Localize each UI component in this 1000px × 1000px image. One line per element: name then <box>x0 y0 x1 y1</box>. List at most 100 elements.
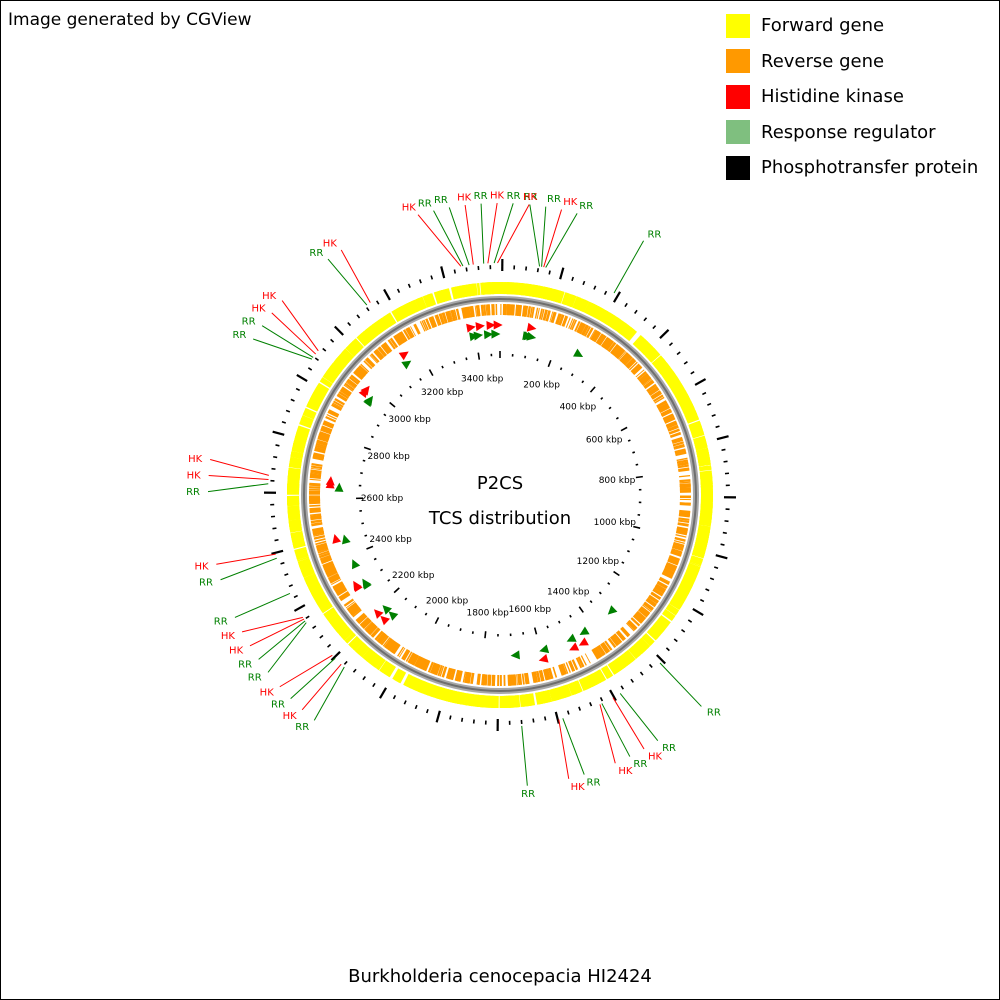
reverse-gene-stripe <box>679 479 691 483</box>
outer-mark <box>274 538 279 542</box>
forward-gene-stripe <box>697 531 710 536</box>
reverse-gene-stripe <box>327 573 339 580</box>
forward-gene-stripe <box>351 639 363 651</box>
outer-mark <box>599 697 604 702</box>
reverse-gene-stripe <box>637 372 647 380</box>
forward-gene-stripe <box>420 296 427 309</box>
reverse-gene-stripe <box>309 504 321 507</box>
outer-mark <box>290 398 295 402</box>
reverse-gene-stripe <box>320 427 332 434</box>
reverse-gene-stripe <box>316 439 328 445</box>
callout-line <box>234 592 291 618</box>
forward-gene-stripe <box>379 660 388 672</box>
reverse-gene-stripe <box>359 617 370 627</box>
legend-label: Response regulator <box>761 121 936 143</box>
reverse-gene-stripe <box>679 510 691 515</box>
forward-gene-stripe <box>348 636 358 646</box>
reverse-gene-stripe <box>551 311 557 324</box>
hk-label: HK <box>563 197 578 208</box>
reverse-gene-stripe <box>516 674 518 686</box>
forward-gene-stripe <box>676 393 689 402</box>
outer-mark <box>566 710 570 715</box>
minor-tick <box>361 522 365 525</box>
forward-gene-stripe <box>444 288 451 301</box>
reverse-gene-stripe <box>346 602 357 611</box>
callout-line <box>612 697 645 750</box>
reverse-gene-stripe <box>334 585 346 593</box>
reverse-gene-stripe <box>640 605 651 615</box>
reverse-gene-stripe <box>600 336 609 347</box>
tick-label: 400 kbp <box>560 402 597 412</box>
reverse-gene-stripe <box>659 406 671 414</box>
forward-gene-stripe <box>370 324 381 336</box>
reverse-gene-stripe <box>331 578 342 586</box>
forward-gene-stripe <box>406 675 416 689</box>
forward-gene-stripe <box>599 309 609 322</box>
outer-mark <box>723 460 728 463</box>
reverse-gene-stripe <box>507 674 511 686</box>
major-tick <box>533 627 538 635</box>
outer-mark <box>536 268 540 273</box>
reverse-gene-stripe <box>545 310 551 322</box>
forward-gene-stripe <box>295 432 308 441</box>
outer-mark <box>295 387 301 392</box>
reverse-gene-stripe <box>576 322 584 334</box>
reverse-gene-stripe <box>318 433 330 439</box>
tcs-feature-labels: RR RR HK RRRRRRRRHKRRHKRRHKRRRRHKRRHKRRRRHK… <box>186 191 721 801</box>
reverse-gene-stripe <box>321 425 333 432</box>
forward-gene-stripe <box>623 652 633 663</box>
reverse-gene-stripe <box>469 306 472 318</box>
forward-gene-stripe <box>291 537 305 543</box>
forward-gene-stripe <box>699 470 712 474</box>
callout-line <box>327 258 368 306</box>
forward-gene-stripe <box>557 686 564 700</box>
outer-mark <box>716 435 729 441</box>
reverse-gene-stripe <box>310 472 322 475</box>
reverse-gene-stripe <box>605 340 615 351</box>
outer-mark <box>453 269 457 274</box>
reverse-gene-stripe <box>349 605 360 615</box>
forward-gene-stripe <box>315 594 328 605</box>
reverse-gene-stripe <box>626 359 637 369</box>
reverse-gene-stripe <box>609 636 619 647</box>
callout-line <box>313 666 345 721</box>
callout-line <box>497 204 530 264</box>
reverse-gene-stripe <box>406 326 415 338</box>
reverse-gene-stripe <box>569 318 576 330</box>
reverse-gene-stripe <box>674 446 685 450</box>
reverse-gene-stripe <box>678 468 690 472</box>
reverse-gene-stripe <box>357 615 367 624</box>
minor-tick <box>414 605 418 609</box>
forward-gene-stripe <box>297 557 311 566</box>
reverse-gene-stripe <box>675 452 687 457</box>
rr-label: RR <box>248 673 262 684</box>
reverse-gene-stripe <box>463 671 469 683</box>
rr-arrow <box>473 331 484 341</box>
outer-mark <box>683 361 688 365</box>
forward-gene-stripe <box>351 338 364 351</box>
rr-label: RR <box>418 198 432 209</box>
forward-gene-stripe <box>692 432 705 439</box>
forward-gene-stripe <box>679 581 693 590</box>
reverse-gene-stripe <box>675 534 687 538</box>
reverse-gene-stripe <box>339 389 350 398</box>
forward-gene-stripe <box>315 385 328 395</box>
reverse-gene-stripe <box>429 316 436 328</box>
outer-mark <box>676 351 681 356</box>
outer-mark <box>687 619 693 623</box>
reverse-gene-stripe <box>335 586 347 595</box>
reverse-gene-stripe <box>469 306 474 318</box>
tick-label: 3400 kbp <box>461 374 504 384</box>
forward-gene-stripe <box>658 615 671 626</box>
forward-gene-stripe <box>680 400 693 410</box>
reverse-gene-stripe <box>677 463 689 467</box>
forward-gene-stripe <box>331 618 343 627</box>
forward-gene-stripe <box>356 335 367 347</box>
reverse-gene-stripe <box>437 665 443 677</box>
forward-gene-stripe <box>287 505 300 509</box>
reverse-gene-stripe <box>628 361 638 371</box>
forward-gene-stripe <box>565 684 572 697</box>
tick-label: 1600 kbp <box>509 605 552 615</box>
forward-gene-stripe <box>317 597 330 608</box>
reverse-gene-stripe <box>657 401 668 409</box>
